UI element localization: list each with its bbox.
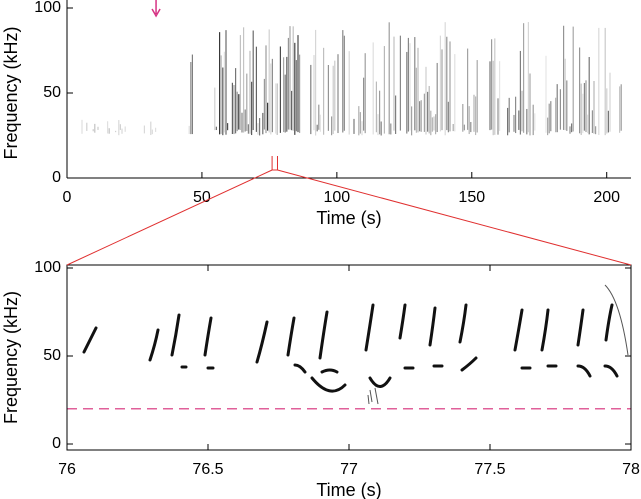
syllable — [458, 303, 478, 372]
x-tick-label: 50 — [193, 189, 211, 206]
syllable — [170, 313, 188, 369]
x-tick-label: 200 — [593, 189, 620, 206]
spectrogram-syllables — [82, 284, 629, 405]
syllable — [364, 303, 392, 388]
x-tick-label: 0 — [63, 189, 72, 206]
syllable — [310, 376, 347, 393]
y-tick-label: 50 — [43, 347, 61, 364]
syllable — [255, 320, 269, 364]
x-tick-label: 76 — [58, 461, 76, 478]
syllable — [576, 308, 592, 378]
x-tick-label: 77.5 — [474, 461, 505, 478]
syllable — [428, 306, 444, 368]
x-tick-label: 100 — [324, 189, 351, 206]
syllable — [367, 387, 379, 405]
syllable — [286, 316, 307, 374]
zoom-line — [66, 169, 273, 266]
y-tick-label: 100 — [34, 259, 61, 276]
x-tick-label: 150 — [458, 189, 485, 206]
x-tick-label: 77 — [340, 461, 358, 478]
syllable — [148, 328, 160, 362]
syllable — [603, 303, 619, 378]
syllable — [318, 310, 339, 374]
arrow — [151, 0, 161, 18]
y-tick-label: 0 — [52, 169, 61, 186]
y-axis-label: Frequency (kHz) — [1, 26, 21, 159]
syllable — [540, 308, 558, 368]
syllable — [203, 316, 215, 370]
syllable — [513, 308, 532, 370]
y-tick-label: 100 — [34, 0, 61, 16]
x-axis-label: Time (s) — [316, 480, 381, 499]
x-tick-label: 78 — [622, 461, 640, 478]
syllable — [398, 303, 415, 370]
syllable — [604, 284, 629, 356]
zoom-bracket — [271, 156, 278, 171]
spectrogram-texture — [81, 22, 622, 136]
x-axis-label: Time (s) — [316, 208, 381, 228]
y-tick-label: 50 — [43, 84, 61, 101]
y-tick-label: 0 — [52, 435, 61, 452]
y-axis-label: Frequency (kHz) — [1, 291, 21, 424]
x-tick-label: 76.5 — [192, 461, 223, 478]
syllable — [82, 326, 98, 354]
zoom-line — [277, 169, 632, 266]
